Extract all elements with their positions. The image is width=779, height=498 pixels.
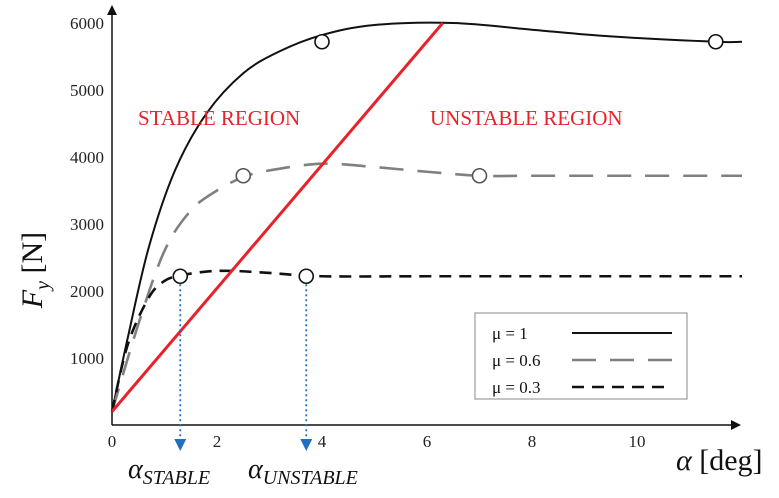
legend: μ = 1 μ = 0.6 μ = 0.3 — [474, 312, 688, 400]
y-axis-label: Fy [N] — [16, 232, 54, 309]
data-point-marker — [172, 268, 189, 285]
x-axis-unit: [deg] — [699, 444, 762, 477]
data-point-marker — [235, 167, 252, 184]
x-tick-label: 4 — [318, 432, 327, 451]
data-point-marker — [314, 33, 330, 50]
x-tick-label: 2 — [213, 432, 222, 451]
series-line-3 — [110, 269, 742, 412]
x-tick-label: 8 — [528, 432, 537, 451]
data-point-marker — [471, 167, 488, 184]
x-axis-label: α [deg] — [676, 444, 763, 477]
x-tick-label: 6 — [423, 432, 432, 451]
series-layer — [110, 21, 743, 412]
alpha-label-2: αUNSTABLE — [248, 454, 358, 489]
y-axis-symbol: F — [16, 289, 49, 309]
y-tick-label: 3000 — [70, 215, 104, 234]
unstable-region-label: UNSTABLE REGION — [430, 106, 623, 130]
alpha-label-1: αSTABLE — [128, 454, 210, 489]
stability-layer — [110, 22, 444, 413]
marker-layer — [172, 33, 724, 451]
legend-label-3: μ = 0.3 — [492, 378, 540, 397]
x-axis-symbol: α — [676, 444, 693, 477]
data-point-marker — [707, 33, 724, 50]
series-line-2 — [110, 162, 742, 412]
series-line-1 — [111, 21, 743, 412]
y-axis-unit: [N] — [16, 232, 49, 274]
y-tick-label: 4000 — [70, 148, 104, 167]
legend-box — [474, 312, 688, 400]
y-tick-label: 5000 — [70, 81, 104, 100]
y-tick-label: 6000 — [70, 14, 104, 33]
x-tick-group: 0 2 4 6 8 10 — [108, 432, 646, 451]
x-tick-label: 10 — [629, 432, 646, 451]
data-point-marker — [298, 268, 315, 285]
alpha-label-group: αSTABLE αUNSTABLE — [128, 454, 358, 489]
stable-region-label: STABLE REGION — [138, 106, 300, 130]
y-axis-subscript: y — [32, 281, 54, 292]
legend-label-2: μ = 0.6 — [492, 351, 540, 370]
y-tick-group: 1000 2000 3000 4000 5000 6000 — [70, 14, 104, 368]
y-tick-label: 1000 — [70, 349, 104, 368]
y-tick-label: 2000 — [70, 282, 104, 301]
legend-label-1: μ = 1 — [492, 324, 528, 343]
x-tick-label: 0 — [108, 432, 117, 451]
stability-boundary-line — [110, 22, 444, 413]
